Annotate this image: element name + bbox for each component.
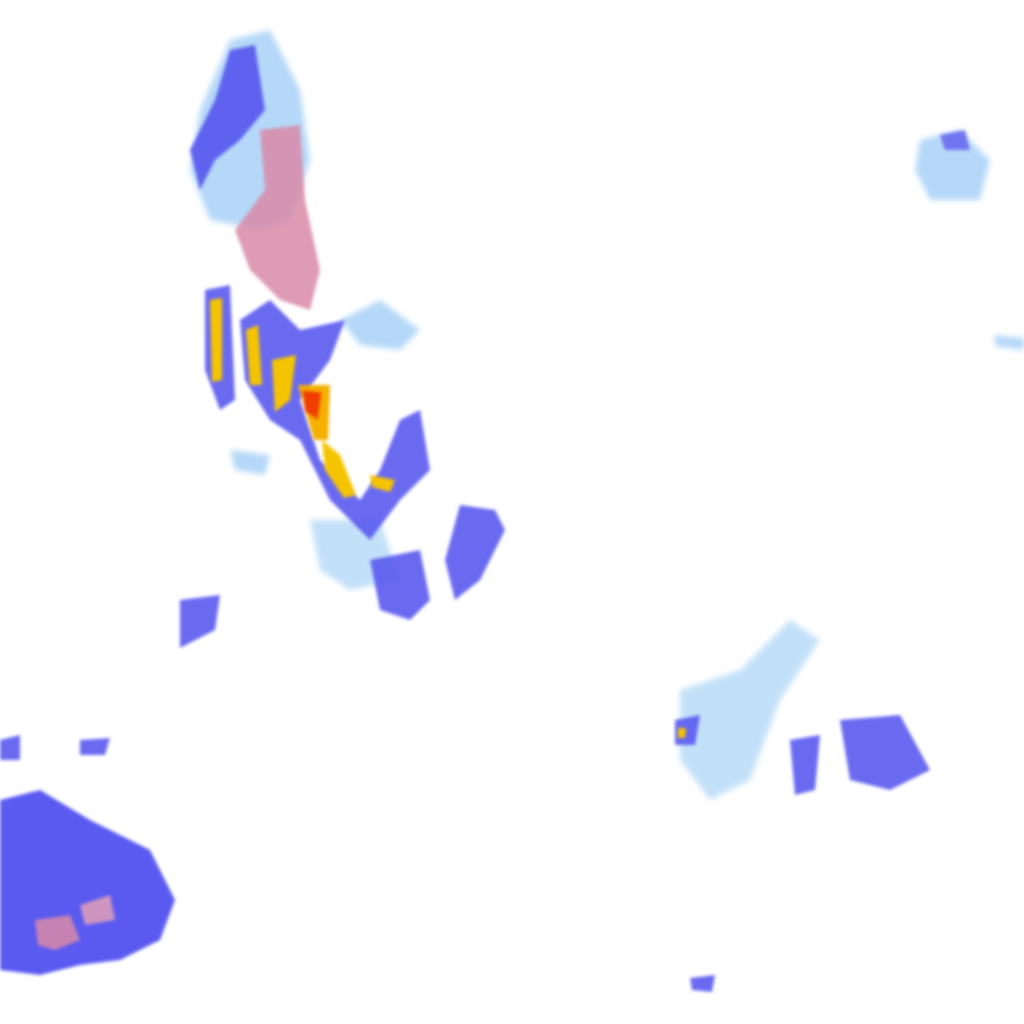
rain-cell-heavy	[246, 325, 262, 385]
rain-cell-moderate	[0, 735, 20, 760]
mixed-precip-cell	[80, 895, 115, 925]
rain-cell-light	[915, 130, 990, 200]
rain-cell-moderate	[190, 45, 265, 190]
rain-cell-moderate	[790, 735, 820, 795]
rain-cell-moderate	[80, 738, 110, 755]
rain-cell-heavy	[210, 298, 222, 382]
rain-cell-heavy	[302, 390, 322, 420]
rain-cell-moderate	[445, 505, 505, 600]
rain-cell-light	[340, 300, 420, 350]
rain-cell-light	[680, 620, 820, 800]
rain-cell-moderate	[370, 550, 430, 620]
rain-cell-moderate	[940, 130, 970, 150]
rain-cell-heavy	[322, 440, 356, 498]
rain-cell-light	[230, 450, 270, 475]
rain-cell-heavy	[678, 728, 686, 738]
mixed-precip-cell	[235, 125, 320, 310]
rain-cell-moderate	[180, 595, 220, 648]
rain-cell-moderate	[0, 790, 175, 975]
mixed-precip-cell	[35, 915, 80, 950]
rain-cell-moderate	[690, 975, 715, 992]
rain-cell-light	[995, 335, 1024, 350]
rain-cell-heavy	[370, 475, 395, 492]
rain-cell-moderate	[840, 715, 930, 790]
rain-cell-heavy	[272, 355, 296, 412]
